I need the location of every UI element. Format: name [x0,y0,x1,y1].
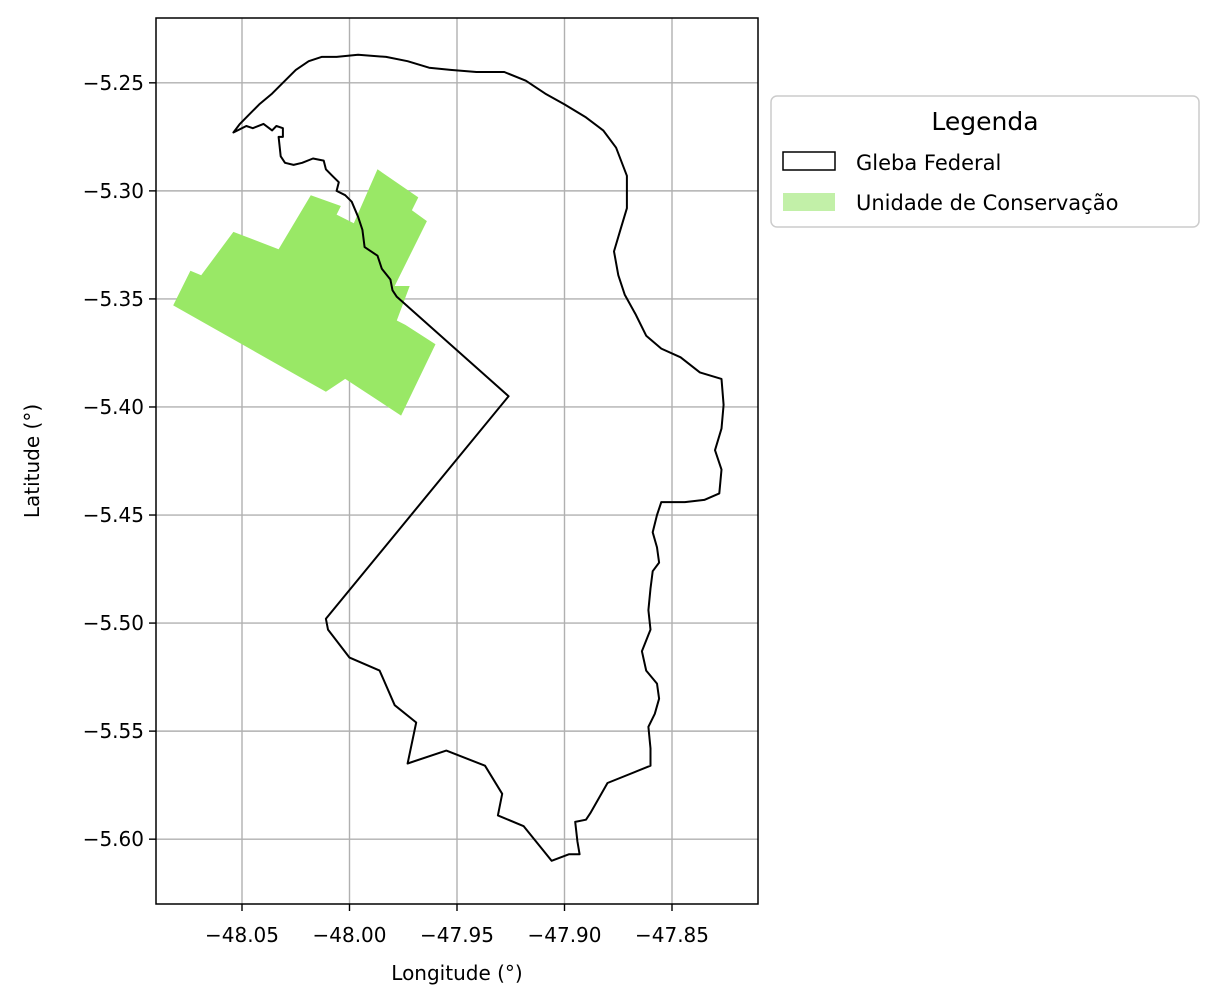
x-tick-label: −48.05 [205,923,279,947]
y-tick-label: −5.45 [83,503,144,527]
gleba-federal-polygon [232,53,725,862]
y-tick-label: −5.30 [83,179,144,203]
x-tick-label: −48.00 [312,923,386,947]
y-tick-label: −5.60 [83,827,144,851]
x-tick-label: −47.90 [527,923,601,947]
y-tick-label: −5.35 [83,287,144,311]
gridlines [156,18,758,904]
legend-swatch-gleba-federal [782,151,836,171]
y-tick-label: −5.50 [83,611,144,635]
legend-title: Legenda [931,107,1038,136]
x-axis-title: Longitude (°) [391,961,522,985]
x-tick-label: −47.95 [420,923,494,947]
legend-swatch-unidade-de-conservacao [783,193,835,211]
legend-label-unidade-de-conservacao: Unidade de Conservação [856,191,1118,215]
y-axis-title: Latitude (°) [20,404,44,518]
axis-ticks: −48.05 −48.00 −47.95 −47.90 −47.85 −5.25 −5.30… [83,71,709,947]
map-layers [173,53,725,862]
unidade-de-conservacao-polygon [173,169,436,416]
y-tick-label: −5.40 [83,395,144,419]
legend-box [770,95,1200,228]
y-tick-label: −5.55 [83,719,144,743]
legend: Legenda Gleba Federal Unidade de Conserv… [770,95,1200,228]
y-tick-label: −5.25 [83,71,144,95]
legend-label-gleba-federal: Gleba Federal [856,151,1001,175]
x-tick-label: −47.85 [635,923,709,947]
